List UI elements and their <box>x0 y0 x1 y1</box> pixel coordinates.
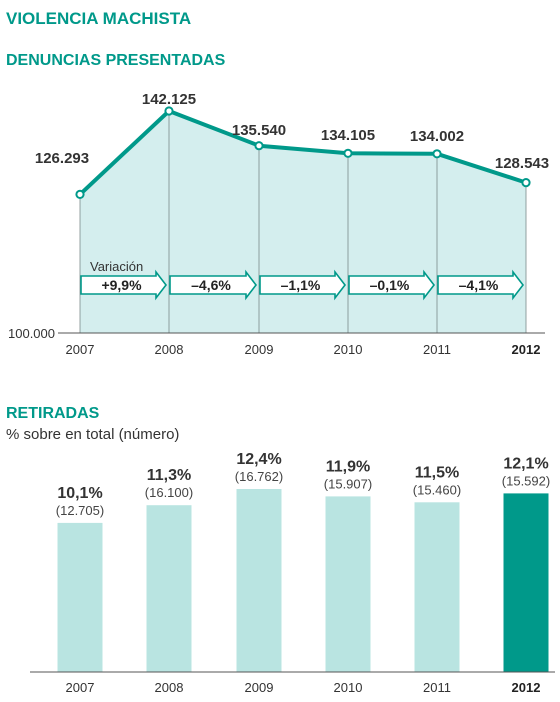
bar-value-label: 11,5% <box>415 464 459 481</box>
variation-arrow: +9,9% <box>80 269 168 301</box>
bar-chart-title: RETIRADAS <box>6 405 100 422</box>
bar-value-label: 10,1% <box>57 485 102 502</box>
retiradas-chart: RETIRADAS % sobre en total (número) 10,1… <box>6 405 555 695</box>
x-tick-label: 2007 <box>66 680 95 695</box>
variation-value: +9,9% <box>101 277 142 293</box>
x-tick-label: 2010 <box>334 680 363 695</box>
variation-arrow: –4,1% <box>437 269 525 301</box>
data-point <box>164 106 174 116</box>
data-point <box>521 178 531 188</box>
x-tick-label: 2011 <box>423 342 451 357</box>
bar-value-label: 11,9% <box>326 458 370 475</box>
x-tick-label: 2012 <box>512 342 541 357</box>
bar-count-label: (15.592) <box>502 473 550 488</box>
bar-chart-subtitle: % sobre en total (número) <box>6 426 179 443</box>
x-tick-label: 2007 <box>66 342 95 357</box>
bar-count-label: (12.705) <box>56 503 104 518</box>
x-tick-label: 2011 <box>423 680 451 695</box>
bar <box>503 493 549 672</box>
variation-value: –4,1% <box>459 277 499 293</box>
variation-value: –1,1% <box>281 277 321 293</box>
bar-value-label: 11,3% <box>147 467 191 484</box>
bar-count-label: (16.762) <box>235 469 283 484</box>
x-tick-label: 2008 <box>155 342 184 357</box>
data-point <box>432 149 442 159</box>
arrow-shape <box>348 269 436 301</box>
data-point <box>254 141 264 151</box>
x-tick-label: 2012 <box>512 680 541 695</box>
bar <box>57 522 103 672</box>
data-label: 128.543 <box>495 155 549 172</box>
denuncias-chart: DENUNCIAS PRESENTADAS Variación +9,9% –4,6… <box>6 52 549 357</box>
variation-arrow: –1,1% <box>259 269 347 301</box>
arrow-shape <box>259 269 347 301</box>
data-label: 142.125 <box>142 91 196 108</box>
data-label: 126.293 <box>35 150 89 167</box>
variation-arrow: –4,6% <box>169 269 258 301</box>
bar <box>146 505 192 672</box>
variation-arrow: –0,1% <box>348 269 436 301</box>
x-tick-label: 2008 <box>155 680 184 695</box>
bar <box>325 496 371 672</box>
data-point <box>343 148 353 158</box>
line-chart-title: DENUNCIAS PRESENTADAS <box>6 52 226 69</box>
data-point <box>75 189 85 199</box>
bar <box>236 489 282 672</box>
data-label: 134.105 <box>321 127 375 144</box>
variation-value: –4,6% <box>191 277 231 293</box>
page-title: VIOLENCIA MACHISTA <box>6 9 191 28</box>
arrow-shape <box>437 269 525 301</box>
series-line <box>78 109 527 196</box>
data-label: 134.002 <box>410 128 464 145</box>
variation-label: Variación <box>90 259 143 274</box>
bar-value-label: 12,4% <box>236 451 281 468</box>
y-tick-label: 100.000 <box>8 326 55 341</box>
bar-count-label: (15.460) <box>413 482 461 497</box>
x-tick-label: 2010 <box>334 342 363 357</box>
data-label: 135.540 <box>232 122 286 139</box>
bar-value-label: 12,1% <box>503 455 548 472</box>
bar-count-label: (16.100) <box>145 485 193 500</box>
bar <box>414 502 460 672</box>
variation-value: –0,1% <box>370 277 410 293</box>
arrow-shape <box>169 269 258 301</box>
x-tick-label: 2009 <box>245 680 274 695</box>
x-tick-label: 2009 <box>245 342 274 357</box>
bar-count-label: (15.907) <box>324 476 372 491</box>
arrow-shape <box>80 269 168 301</box>
